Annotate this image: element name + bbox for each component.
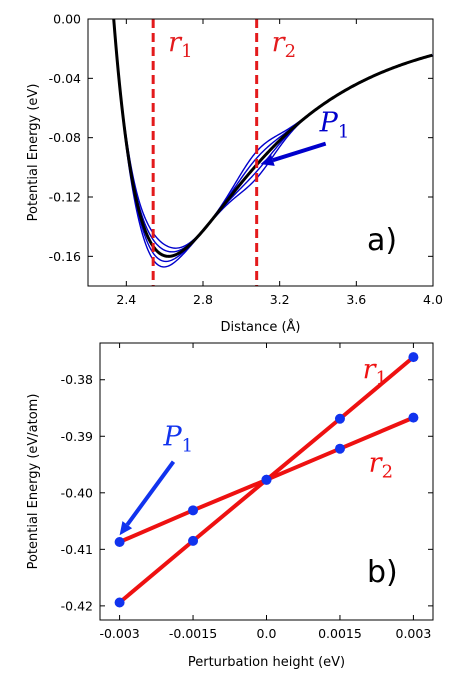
chart-a-xtick-label: 3.2 [270,292,290,307]
chart-b-xtick-label: 0.003 [396,626,432,641]
chart-a-ytick-label: 0.00 [53,12,81,27]
chart-a-y-ticks: 0.00 -0.04 -0.08 -0.12 -0.16 [49,12,433,264]
chart-a-marker-label-1-subscript: 1 [181,41,192,62]
chart-a-annotation-arrow [260,141,327,166]
chart-b-y-ticks: -0.38 -0.39 -0.40 -0.41 -0.42 [61,372,433,613]
chart-a-marker-label-1: r1 [168,27,192,62]
chart-b-xtick-label: 0.0015 [318,626,362,641]
chart-a-annotation-arrow-shaft [272,141,327,163]
chart-a-xtick-label: 2.8 [193,292,213,307]
chart-a-ytick-label: -0.04 [49,71,81,86]
chart-b-point-2-4 [408,412,419,423]
chart-a-xtick-label: 3.6 [346,292,366,307]
chart-a-annotation-label-base: P [319,108,339,139]
chart-b-annotation: P1 [119,422,193,536]
chart-a-marker-label-2-subscript: 2 [285,41,296,62]
chart-a-xlabel: Distance (Å) [220,319,300,335]
chart-a-panel-label: a) [367,223,397,258]
chart-a-marker-label-1-base: r [168,27,183,58]
chart-b-ytick-label: -0.38 [61,372,93,387]
chart-a-ytick-label: -0.16 [49,249,81,264]
chart-a-marker-label-2-base: r [272,27,287,58]
chart-a-annotation-label: P1 [319,108,350,143]
chart-b-annotation-arrow-head [119,521,133,536]
chart-b-annotation-label: P1 [162,422,193,457]
chart-b-ytick-label: -0.42 [61,598,93,613]
chart-b-series-label-1-subscript: 1 [376,368,387,389]
chart-a-annotation: P1 [260,108,350,166]
chart-b-panel-label: b) [367,555,398,590]
chart-b-ytick-label: -0.40 [61,485,93,500]
chart-b-series-label-2: r2 [369,447,393,482]
chart-a-marker-label-2: r2 [272,27,296,62]
chart-a-frame [87,18,434,287]
chart-b-series-label-2-base: r [369,447,384,478]
chart-b-annotation-arrow [119,460,176,536]
chart-b-xlabel: Perturbation height (eV) [188,655,345,670]
chart-b-point-2-0 [114,536,125,547]
chart-b-ylabel: Potential Energy (eV/atom) [26,394,41,570]
chart-a-ylabel: Potential Energy (eV) [26,84,41,222]
chart-b-ytick-label: -0.41 [61,542,93,557]
chart-b-point-2-2 [261,474,272,485]
chart-b-series-label-1-base: r [363,354,378,385]
chart-a-annotation-label-subscript: 1 [338,122,349,143]
chart-b-xtick-label: 0.0 [257,626,277,641]
chart-b-series-label-2-subscript: 2 [382,461,393,482]
chart-b-annotation-label-base: P [162,422,182,453]
chart-b-point-2-3 [334,443,345,454]
chart-a-annotation-arrow-head [260,154,275,166]
chart-b-xtick-label: -0.0015 [169,626,217,641]
chart-b-point-1-4 [408,352,419,363]
chart-b-point-1-0 [114,597,125,608]
chart-b-x-ticks: -0.003 -0.0015 0.0 0.0015 0.003 [99,343,431,641]
chart-b-point-1-1 [188,535,199,546]
chart-a-xtick-label: 2.4 [116,292,136,307]
chart-b-point-1-3 [334,413,345,424]
chart-a: r1 r2 2.4 2.8 3.2 3.6 4.0 0.00-0.04-0.08-0.12… [26,12,443,336]
chart-b-annotation-arrow-shaft [125,460,176,526]
chart-a-ytick-label: -0.08 [49,130,81,145]
chart-a-unperturbed-curve [112,19,433,258]
chart-b-xtick-label: -0.003 [99,626,139,641]
chart-b-ytick-label: -0.39 [61,429,93,444]
chart-a-markers-group: r1 r2 [151,19,296,286]
chart-b-series-label-1: r1 [363,354,387,389]
chart-a-series-group [112,19,433,268]
chart-b-point-2-1 [188,505,199,516]
chart-a-xtick-label: 4.0 [423,292,443,307]
chart-b-series-group [114,352,419,608]
chart-b: -0.003 -0.0015 0.0 0.0015 0.003 -0.38-0.39-0… [26,342,434,670]
chart-b-annotation-label-subscript: 1 [182,436,193,457]
chart-a-ytick-label: -0.12 [49,190,81,205]
chart-a-x-ticks: 2.4 2.8 3.2 3.6 4.0 [116,19,443,307]
